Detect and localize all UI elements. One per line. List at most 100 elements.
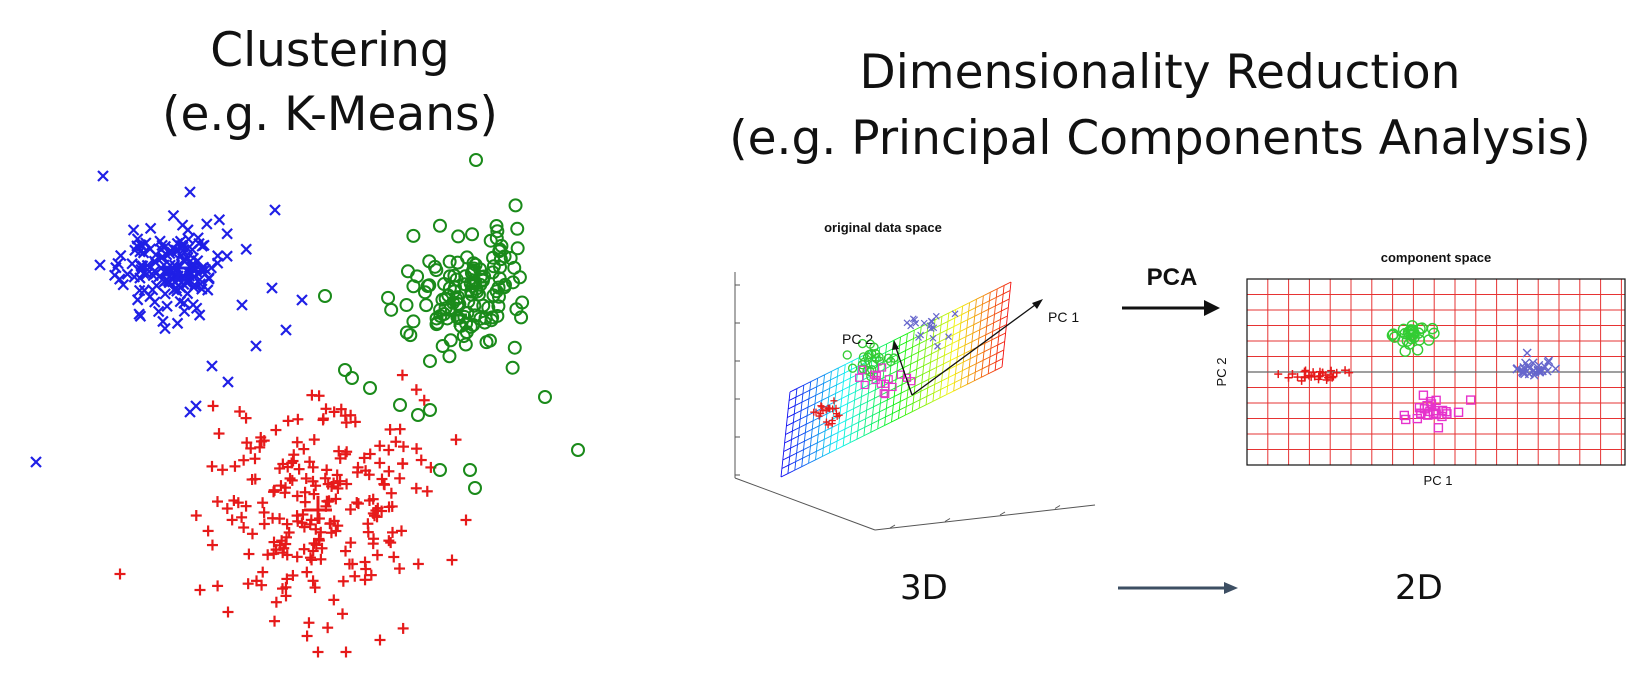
plus-marker	[269, 615, 281, 627]
circle-marker	[443, 333, 458, 348]
plus-marker	[325, 517, 337, 529]
plus-marker	[819, 407, 827, 415]
circle-marker	[418, 285, 433, 300]
circle-marker	[393, 398, 407, 412]
plus-marker	[1284, 373, 1293, 382]
circle-marker	[466, 265, 481, 280]
cross-marker	[131, 294, 144, 306]
plus-marker	[312, 646, 324, 658]
circle-marker	[451, 229, 466, 244]
plus-marker	[238, 522, 250, 534]
plus-marker	[358, 452, 370, 464]
plus-marker	[241, 437, 253, 449]
cross-marker	[945, 333, 952, 341]
plus-marker	[246, 528, 258, 540]
cross-marker	[1529, 365, 1539, 375]
cross-marker	[1544, 356, 1554, 366]
circle-marker	[411, 408, 425, 422]
circle-marker	[505, 360, 520, 375]
cross-marker	[201, 218, 213, 230]
cross-marker	[133, 284, 146, 297]
circle-marker	[1412, 327, 1425, 339]
cross-marker	[131, 233, 144, 245]
plus-marker	[296, 517, 308, 529]
plus-marker	[345, 537, 357, 549]
square-marker	[1418, 390, 1429, 400]
plus-marker	[829, 405, 837, 413]
plus-marker	[394, 423, 406, 435]
plus-marker	[415, 454, 427, 466]
cross-marker	[193, 309, 206, 321]
cross-marker	[926, 322, 934, 330]
component-ylabel: PC 2	[1214, 358, 1229, 387]
circle-marker	[1386, 329, 1399, 342]
plus-marker	[308, 434, 320, 446]
cross-marker	[97, 170, 109, 182]
component-xlabel: PC 1	[1424, 473, 1453, 488]
plus-marker	[306, 554, 318, 566]
plus-marker	[299, 496, 311, 508]
plus-marker	[270, 424, 282, 436]
cross-marker	[177, 241, 189, 253]
circle-marker	[406, 228, 421, 243]
circle-marker	[507, 340, 522, 355]
plus-marker	[249, 453, 261, 465]
circle-marker	[432, 218, 447, 233]
circle-marker	[874, 352, 884, 362]
cross-marker	[1542, 366, 1552, 376]
plus-marker	[330, 493, 342, 505]
cross-marker	[187, 298, 199, 311]
cross-marker	[1522, 348, 1532, 358]
circle-marker	[450, 310, 465, 325]
plus-marker	[320, 403, 332, 415]
plus-marker	[383, 465, 395, 477]
circle-marker	[512, 270, 527, 285]
cross-marker	[182, 224, 194, 236]
circle-marker	[456, 329, 471, 344]
circle-marker	[479, 335, 494, 350]
plus-marker	[340, 646, 352, 658]
circle-marker	[538, 390, 552, 404]
plus-marker	[321, 464, 333, 476]
cross-marker	[136, 260, 149, 272]
circle-marker	[1399, 327, 1411, 340]
plus-marker	[226, 514, 238, 526]
cross-marker	[1518, 368, 1528, 378]
plus-marker	[303, 617, 315, 629]
circle-marker	[475, 273, 490, 288]
plus-marker	[450, 434, 462, 446]
cross-marker	[1512, 364, 1522, 374]
plus-marker	[1304, 371, 1313, 380]
circle-marker	[489, 284, 504, 299]
cross-marker	[266, 282, 278, 294]
cross-marker	[1551, 364, 1561, 374]
circle-marker	[423, 403, 437, 417]
square-marker	[855, 373, 864, 382]
plus-marker	[410, 384, 422, 396]
plus-marker	[207, 400, 219, 412]
circle-marker	[403, 328, 418, 343]
cross-marker	[126, 258, 138, 270]
plus-marker	[306, 389, 318, 401]
dimensionality-reduction-subtitle: (e.g. Principal Components Analysis)	[729, 111, 1591, 166]
circle-marker	[400, 264, 415, 279]
circle-marker	[493, 252, 508, 267]
plus-marker	[1293, 373, 1302, 382]
plus-marker	[257, 566, 269, 578]
plus-marker	[828, 420, 836, 428]
cross-marker	[912, 319, 920, 327]
plus-marker	[307, 461, 319, 473]
circle-marker	[442, 254, 457, 269]
cross-marker	[110, 261, 122, 274]
cross-marker	[929, 334, 937, 342]
plus-marker	[397, 441, 409, 453]
plus-marker	[363, 469, 375, 481]
square-marker	[1437, 411, 1447, 422]
cross-marker	[150, 266, 163, 279]
plus-marker	[304, 518, 316, 530]
cross-marker	[157, 315, 169, 328]
plus-marker	[114, 568, 126, 580]
plus-marker	[367, 493, 379, 505]
plus-marker	[202, 525, 214, 537]
cross-marker	[280, 324, 292, 336]
